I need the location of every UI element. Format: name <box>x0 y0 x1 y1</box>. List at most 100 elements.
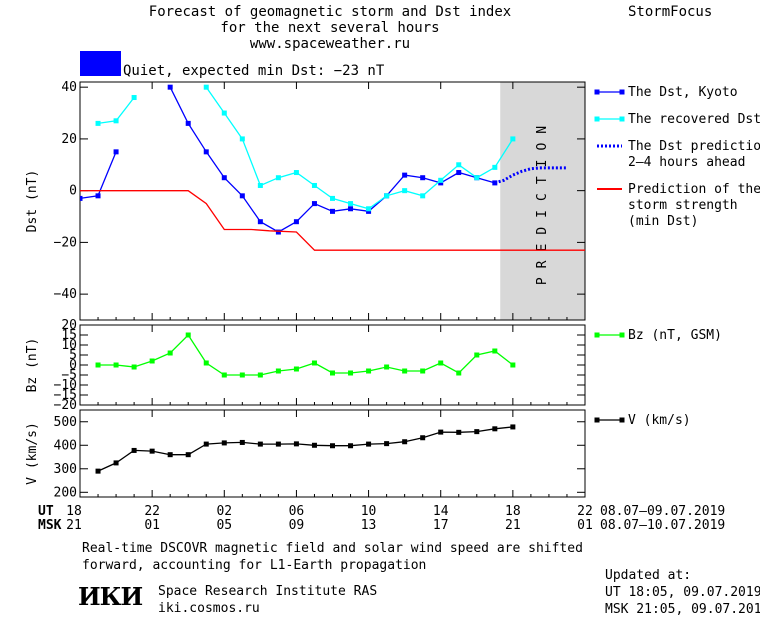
data-point <box>275 368 281 374</box>
data-point <box>510 362 516 368</box>
quiet-status-text: Quiet, expected min Dst: −23 nT <box>123 63 385 79</box>
data-point <box>275 441 281 447</box>
data-point <box>366 208 372 214</box>
data-point <box>257 441 263 447</box>
data-point <box>221 110 227 116</box>
data-point <box>384 441 390 447</box>
data-point <box>402 368 408 374</box>
data-point <box>95 120 101 126</box>
institute-site[interactable]: iki.cosmos.ru <box>158 601 260 616</box>
data-point <box>402 188 408 194</box>
data-point <box>311 442 317 448</box>
data-point <box>185 332 191 338</box>
data-point <box>167 452 173 458</box>
plot-area <box>95 424 516 474</box>
legend-label: (min Dst) <box>628 214 698 229</box>
data-point <box>95 468 101 474</box>
ut-tick-label: 14 <box>433 504 449 519</box>
data-point <box>95 362 101 368</box>
plot-area <box>95 332 516 378</box>
data-point <box>113 362 119 368</box>
data-point <box>492 348 498 354</box>
data-point <box>113 118 119 124</box>
data-point <box>384 193 390 199</box>
data-point <box>95 193 101 199</box>
data-point <box>311 201 317 207</box>
msk-tick-label: 13 <box>361 518 377 533</box>
data-point <box>203 360 209 366</box>
data-point <box>456 370 462 376</box>
data-point <box>420 368 426 374</box>
data-point <box>113 460 119 466</box>
data-point <box>311 360 317 366</box>
data-point <box>113 149 119 155</box>
y-tick-label: −10 <box>54 378 77 393</box>
ut-axis-label: UT <box>38 504 54 519</box>
msk-date-range: 08.07–10.07.2019 <box>600 518 725 533</box>
data-point <box>366 441 372 447</box>
data-point <box>167 350 173 356</box>
legend-label: The Dst, Kyoto <box>628 85 738 100</box>
msk-tick-label: 05 <box>216 518 232 533</box>
y-tick-label: 15 <box>61 328 77 343</box>
y-tick-label: 20 <box>61 132 77 147</box>
legend-marker <box>594 116 600 122</box>
legend-marker <box>594 417 600 423</box>
data-point <box>239 193 245 199</box>
iki-logo: ИКИ <box>78 582 143 611</box>
data-point <box>293 170 299 176</box>
ut-tick-label: 18 <box>505 504 521 519</box>
msk-tick-label: 09 <box>289 518 305 533</box>
data-point <box>131 364 137 370</box>
data-point <box>185 120 191 126</box>
data-point <box>131 447 137 453</box>
data-point <box>275 229 281 235</box>
ut-tick-label: 22 <box>144 504 160 519</box>
data-point <box>366 206 372 212</box>
data-point <box>438 360 444 366</box>
data-point <box>492 164 498 170</box>
y-tick-label: −20 <box>54 235 77 250</box>
data-point <box>366 368 372 374</box>
legend-label: The recovered Dst <box>628 112 760 127</box>
data-point <box>330 443 335 449</box>
data-point <box>239 136 245 142</box>
y-tick-label: −40 <box>54 287 77 302</box>
data-point <box>311 182 317 188</box>
legend-label: The Dst prediction <box>628 139 760 154</box>
series-line <box>97 426 513 472</box>
ut-tick-label: 22 <box>577 504 593 519</box>
site-url[interactable]: www.spaceweather.ru <box>249 36 411 52</box>
msk-tick-label: 21 <box>66 518 82 533</box>
data-point <box>149 358 155 364</box>
y-tick-label: 0 <box>69 358 77 373</box>
legend-marker <box>619 89 625 95</box>
msk-axis-label: MSK <box>38 518 62 533</box>
y-tick-label: 0 <box>69 184 77 199</box>
y-tick-label: 200 <box>54 485 77 500</box>
data-point <box>474 175 480 181</box>
msk-tick-label: 01 <box>577 518 593 533</box>
data-point <box>420 175 426 181</box>
plot-area <box>80 84 585 251</box>
data-point <box>293 441 299 447</box>
data-point <box>293 366 299 372</box>
prediction-band <box>500 82 585 320</box>
y-tick-label: 400 <box>54 438 77 453</box>
data-point <box>438 180 444 186</box>
data-point <box>131 95 137 101</box>
y-axis-label: Bz (nT) <box>25 338 40 393</box>
data-point <box>420 193 426 199</box>
y-tick-label: −20 <box>54 398 77 413</box>
y-tick-label: 5 <box>69 348 77 363</box>
legend-label: 2–4 hours ahead <box>628 155 745 170</box>
updated-msk: MSK 21:05, 09.07.2019 <box>605 602 760 617</box>
data-point <box>257 219 263 225</box>
plot-frame <box>79 324 586 406</box>
data-point <box>80 195 83 201</box>
y-axis-label: Dst (nT) <box>25 170 40 233</box>
legend-label: Bz (nT, GSM) <box>628 328 722 343</box>
data-point <box>330 208 335 214</box>
data-point <box>348 206 354 212</box>
data-point <box>384 364 390 370</box>
